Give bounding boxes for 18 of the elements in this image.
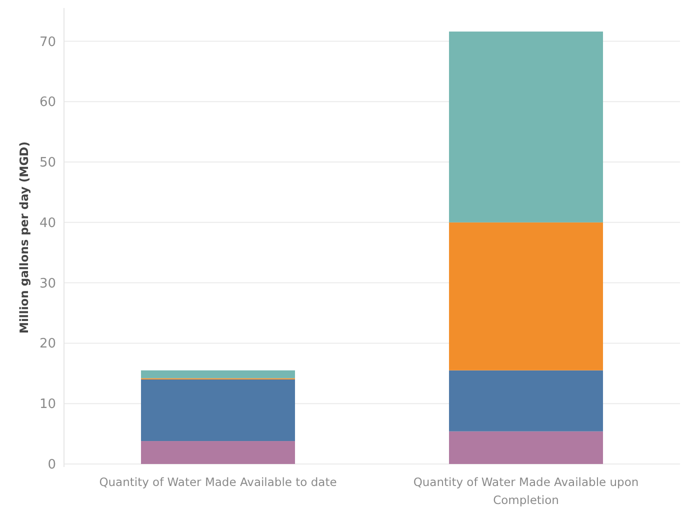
x-tick-label: Quantity of Water Made Available to date [99,475,337,489]
y-tick-label: 50 [39,156,56,171]
bar [449,370,603,432]
y-tick-label: 20 [39,336,56,352]
bar [141,370,295,378]
x-tick-label: Quantity of Water Made Available upon Completion [413,475,639,507]
y-tick-label: 40 [39,216,56,231]
bar [449,222,603,370]
y-axis-title: Million gallons per day (MGD) [17,142,31,334]
bar [141,441,295,464]
bar [141,379,295,442]
y-tick-label: 70 [39,34,56,50]
y-tick-label: 30 [39,276,56,292]
bar [449,431,603,464]
y-tick-label: 0 [48,458,56,473]
y-tick-label: 10 [39,397,56,412]
bar [449,32,603,222]
y-tick-label: 60 [39,95,56,110]
